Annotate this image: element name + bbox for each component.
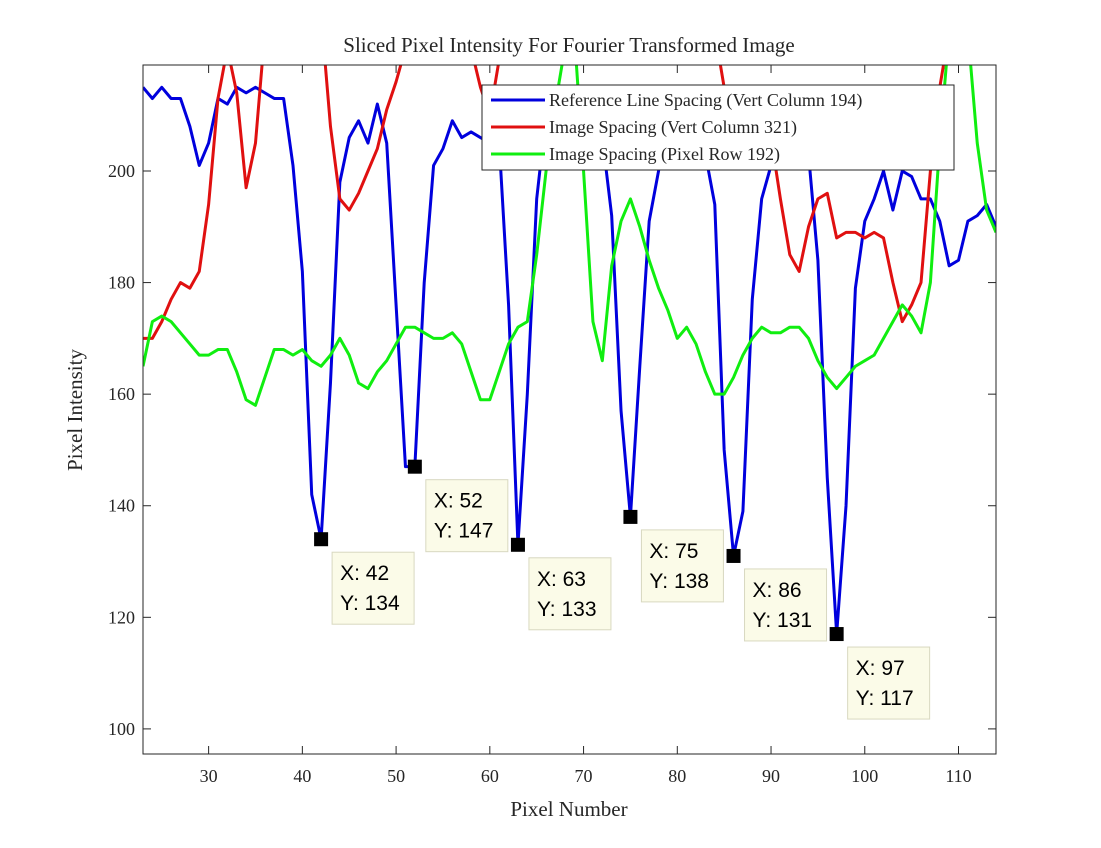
- data-tip-marker: [623, 509, 638, 524]
- data-line: [143, 65, 996, 407]
- data-tip-text: Y: 131: [753, 609, 813, 632]
- data-tip-text: Y: 134: [340, 592, 400, 615]
- data-tip-text: X: 63: [537, 568, 586, 591]
- x-tick-label: 40: [293, 766, 311, 786]
- y-tick-label: 100: [108, 719, 135, 739]
- legend: [481, 84, 955, 171]
- data-tip-box: [331, 551, 415, 625]
- x-axis-label: Pixel Number: [510, 797, 627, 821]
- y-tick-label: 120: [108, 607, 135, 627]
- data-tip-text: Y: 133: [537, 598, 597, 621]
- x-tick-label: 70: [575, 766, 593, 786]
- data-tip-text: X: 86: [753, 579, 802, 602]
- data-tip-box: [847, 646, 931, 720]
- data-tip-marker: [829, 627, 844, 642]
- data-tip-box: [528, 557, 612, 631]
- data-line: [143, 65, 946, 340]
- y-tick-label: 180: [108, 273, 135, 293]
- data-tip-text: X: 52: [434, 490, 483, 513]
- data-tip-text: X: 42: [340, 562, 389, 585]
- data-tip-text: Y: 147: [434, 520, 494, 543]
- legend-label: Image Spacing (Pixel Row 192): [549, 144, 780, 165]
- data-tip-text: Y: 117: [856, 687, 914, 710]
- data-tip-marker: [726, 548, 741, 563]
- x-tick-label: 80: [668, 766, 686, 786]
- y-tick-label: 160: [108, 384, 135, 404]
- plot-area: [143, 65, 996, 754]
- data-tip-marker: [510, 537, 525, 552]
- y-tick-label: 140: [108, 496, 135, 516]
- x-tick-label: 60: [481, 766, 499, 786]
- x-tick-label: 110: [945, 766, 971, 786]
- data-tip-box: [640, 529, 724, 603]
- x-tick-label: 100: [851, 766, 878, 786]
- x-tick-label: 50: [387, 766, 405, 786]
- data-tip-marker: [314, 532, 329, 547]
- axes-box: [142, 64, 997, 755]
- legend-label: Image Spacing (Vert Column 321): [549, 117, 797, 138]
- data-tip-box: [744, 568, 828, 642]
- x-tick-label: 30: [200, 766, 218, 786]
- y-tick-label: 200: [108, 161, 135, 181]
- data-tip-text: X: 97: [856, 657, 905, 680]
- y-axis-label: Pixel Intensity: [63, 349, 87, 471]
- data-tip-text: Y: 138: [649, 570, 709, 593]
- chart-title: Sliced Pixel Intensity For Fourier Trans…: [343, 33, 794, 57]
- data-tip-text: X: 75: [649, 540, 698, 563]
- legend-label: Reference Line Spacing (Vert Column 194): [549, 90, 862, 111]
- x-tick-label: 90: [762, 766, 780, 786]
- data-tip-box: [425, 479, 509, 553]
- data-tip-marker: [407, 459, 422, 474]
